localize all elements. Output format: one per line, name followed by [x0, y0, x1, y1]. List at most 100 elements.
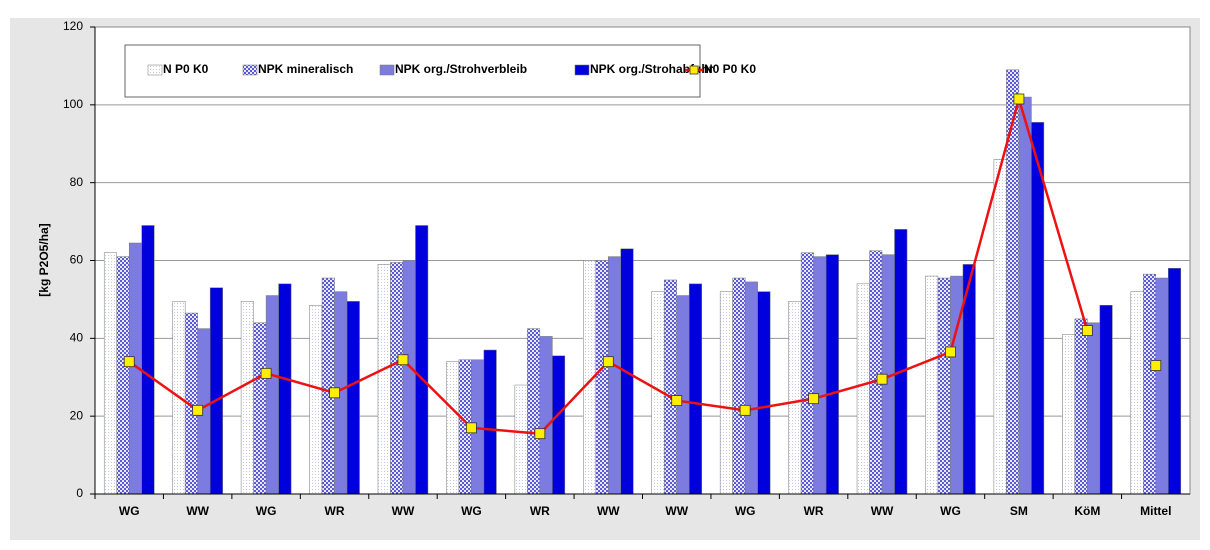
bar: [1087, 322, 1101, 495]
marker: [602, 356, 614, 368]
legend: [124, 44, 701, 98]
bar: [732, 277, 746, 495]
bar: [788, 301, 802, 495]
bar: [446, 361, 460, 495]
y-tick-label: 80: [70, 175, 84, 189]
x-tick-label: WG: [461, 504, 482, 518]
marker: [739, 404, 751, 416]
x-tick-label: WW: [597, 504, 620, 518]
bar: [552, 355, 566, 495]
bar: [253, 322, 267, 495]
bar: [402, 260, 416, 495]
marker: [123, 356, 135, 368]
bar: [116, 256, 130, 495]
bar: [309, 305, 323, 495]
legend-label: NPK mineralisch: [258, 62, 353, 76]
y-tick-label: 120: [63, 19, 83, 33]
bar: [676, 295, 690, 495]
x-tick-label: Mittel: [1140, 504, 1171, 518]
y-tick-label: 40: [70, 331, 84, 345]
bar: [265, 295, 279, 495]
bar: [1168, 268, 1182, 495]
bar: [1099, 305, 1113, 495]
marker: [397, 354, 409, 366]
y-tick-label: 20: [70, 408, 84, 422]
marker: [671, 395, 683, 407]
x-tick-label: SM: [1010, 504, 1028, 518]
x-tick-label: WW: [186, 504, 209, 518]
bar: [869, 250, 883, 495]
marker: [945, 346, 956, 358]
bar: [377, 264, 391, 495]
y-axis-label: [kg P2O5/ha]: [37, 223, 51, 296]
x-tick-label: WR: [530, 504, 550, 518]
bar: [663, 279, 677, 495]
x-tick-label: WG: [940, 504, 961, 518]
bar: [856, 283, 870, 495]
x-tick-label: WR: [325, 504, 345, 518]
marker: [260, 367, 272, 379]
bar: [719, 291, 733, 495]
legend-label: NPK org./Strohverbleib: [395, 62, 527, 76]
bar: [141, 225, 155, 495]
marker: [808, 393, 819, 405]
bar: [744, 281, 758, 495]
bar: [1130, 291, 1144, 495]
bar: [894, 229, 908, 495]
legend-swatch: [574, 64, 590, 76]
x-tick-label: WW: [871, 504, 894, 518]
bar: [608, 256, 622, 495]
x-tick-label: WG: [119, 504, 140, 518]
bar: [483, 349, 497, 495]
x-tick-label: WW: [392, 504, 415, 518]
bar: [103, 252, 117, 495]
bar: [240, 301, 254, 495]
bar: [1018, 96, 1032, 495]
marker: [876, 373, 888, 385]
bar: [993, 159, 1007, 495]
bar: [688, 283, 702, 495]
x-tick-label: WG: [735, 504, 756, 518]
bar: [925, 275, 939, 495]
marker: [192, 404, 204, 416]
legend-swatch: [242, 64, 258, 76]
bar: [390, 262, 404, 495]
marker: [1081, 325, 1093, 336]
y-tick-label: 100: [63, 97, 83, 111]
y-tick-label: 0: [76, 486, 83, 500]
bar: [539, 336, 553, 495]
bar: [825, 254, 839, 495]
marker: [466, 422, 477, 434]
x-tick-label: WR: [804, 504, 824, 518]
marker: [534, 428, 546, 440]
bar: [346, 301, 360, 495]
legend-label: NPK org./Strohabfuhr: [590, 62, 714, 76]
bar: [527, 328, 541, 495]
x-tick-label: KöM: [1074, 504, 1100, 518]
legend-marker: [689, 65, 699, 75]
bar: [1155, 277, 1169, 495]
bar: [415, 225, 429, 495]
marker: [1013, 93, 1025, 105]
bar: [1062, 334, 1076, 495]
bar: [757, 291, 771, 495]
bar: [321, 277, 335, 495]
legend-swatch: [379, 64, 395, 76]
x-tick-label: WG: [256, 504, 277, 518]
x-tick-label: WW: [665, 504, 688, 518]
legend-swatch: [147, 64, 163, 76]
bar: [1143, 273, 1157, 495]
bar: [937, 277, 951, 495]
marker: [329, 387, 340, 399]
bar: [595, 260, 609, 495]
legend-label: N0 P0 K0: [704, 62, 756, 76]
bar: [813, 256, 827, 495]
y-tick-label: 60: [70, 253, 84, 267]
bar: [1074, 318, 1088, 495]
legend-label: N P0 K0: [163, 62, 209, 76]
bar: [514, 384, 528, 495]
marker: [1150, 360, 1162, 371]
bar: [1006, 69, 1020, 495]
bar: [278, 283, 292, 495]
